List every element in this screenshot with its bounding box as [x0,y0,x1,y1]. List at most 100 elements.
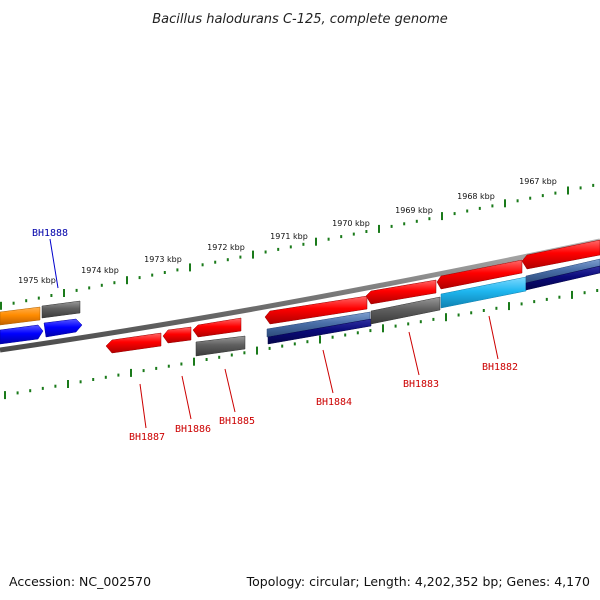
gene-red-right[interactable] [521,239,600,270]
gene-red-bh1884[interactable] [264,295,368,325]
map-title: Bacillus halodurans C-125, complete geno… [152,12,448,27]
upper-minor-tick [541,194,544,198]
leader-bh1888 [49,238,59,289]
bottom-strand-genes [0,258,600,357]
upper-minor-tick [50,294,53,297]
upper-minor-tick [214,260,217,264]
lower-major-tick [319,335,321,344]
upper-tick-row [0,183,595,310]
upper-minor-tick [277,247,280,251]
upper-minor-tick [340,235,343,239]
lower-minor-tick [558,295,561,299]
gene-gray-bh1888[interactable] [41,300,81,319]
gene-label-bh1886[interactable]: BH1886 [175,424,211,435]
lower-minor-tick [432,317,435,321]
gene-label-bh1884[interactable]: BH1884 [316,397,352,408]
upper-major-tick [567,186,569,195]
gene-blue-left[interactable] [0,324,44,345]
gene-steel-right[interactable] [525,258,600,284]
lower-minor-tick [596,289,599,292]
gene-blue-bh1888[interactable] [43,318,83,338]
lower-minor-tick [419,320,422,324]
lower-major-tick [256,346,258,355]
upper-minor-tick [365,230,368,233]
leader-lines [49,238,499,429]
leader-bh1887 [139,383,147,429]
lower-minor-tick [117,373,120,377]
lower-major-tick [382,324,384,333]
upper-minor-tick [239,255,242,259]
lower-minor-tick [79,380,82,384]
lower-minor-tick [457,313,460,317]
upper-minor-tick [201,263,204,267]
upper-minor-tick [390,224,393,228]
lower-minor-tick [407,322,410,326]
upper-minor-tick [592,183,595,187]
upper-minor-tick [289,245,292,249]
upper-major-tick [0,301,2,310]
lower-tick-row [4,289,599,400]
lower-major-tick [445,313,447,322]
lower-minor-tick [218,355,221,359]
leader-bh1884 [322,349,334,394]
gene-label-bh1888[interactable]: BH1888 [32,228,68,239]
upper-major-tick [441,212,443,221]
lower-minor-tick [369,329,372,333]
gene-label-bh1882[interactable]: BH1882 [482,362,518,373]
gene-label-bh1883[interactable]: BH1883 [403,379,439,390]
upper-minor-tick [75,288,78,292]
upper-major-tick [504,199,506,208]
accession-text: Accession: NC_002570 [9,574,151,589]
gene-label-bh1885[interactable]: BH1885 [219,416,255,427]
lower-minor-tick [104,375,107,379]
upper-minor-tick [327,237,330,241]
upper-minor-tick [12,301,15,305]
gene-red-bh1886[interactable] [162,326,192,344]
gene-red-bh1883[interactable] [365,279,437,305]
gene-red-bh1885a[interactable] [192,317,242,338]
lower-minor-tick [470,311,473,315]
lower-minor-tick [281,344,284,348]
upper-minor-tick [554,191,557,195]
upper-minor-tick [403,222,406,226]
top-strand-genes [0,239,600,326]
topology-text: Topology: circular; Length: 4,202,352 bp… [246,574,590,589]
gene-label-bh1887[interactable]: BH1887 [129,432,165,443]
lower-minor-tick [482,309,485,312]
upper-minor-tick [415,219,418,223]
lower-minor-tick [205,358,208,361]
gene-gray-bh1885[interactable] [195,335,246,357]
lower-minor-tick [54,384,57,388]
upper-minor-tick [264,250,267,254]
gene-cyan-bh1882[interactable] [440,276,527,309]
kbp-label-1970: 1970 kbp [332,219,370,228]
gene-navy-bh1884[interactable] [267,318,372,345]
upper-minor-tick [579,186,582,190]
upper-major-tick [315,237,317,246]
upper-minor-tick [113,281,116,285]
upper-minor-tick [37,296,40,300]
gene-navy-right[interactable] [525,265,600,291]
leader-bh1882 [488,315,499,360]
lower-minor-tick [306,340,309,344]
lower-minor-tick [180,362,183,366]
gene-red-bh1882[interactable] [436,259,523,290]
kbp-label-1968: 1968 kbp [457,192,495,201]
lower-minor-tick [167,364,170,368]
gene-gray-bh1883[interactable] [370,296,441,325]
leader-bh1883 [408,331,420,376]
upper-minor-tick [100,283,103,287]
lower-minor-tick [155,366,158,370]
gene-red-bh1887[interactable] [105,332,162,354]
gene-orange[interactable] [0,306,41,326]
upper-major-tick [252,250,254,259]
upper-minor-tick [151,273,154,277]
kbp-label-1967: 1967 kbp [519,177,557,186]
kbp-label-1969: 1969 kbp [395,206,433,215]
lower-major-tick [4,391,6,400]
upper-minor-tick [226,258,229,262]
lower-major-tick [130,368,132,377]
upper-minor-tick [25,299,28,303]
upper-major-tick [63,289,65,297]
